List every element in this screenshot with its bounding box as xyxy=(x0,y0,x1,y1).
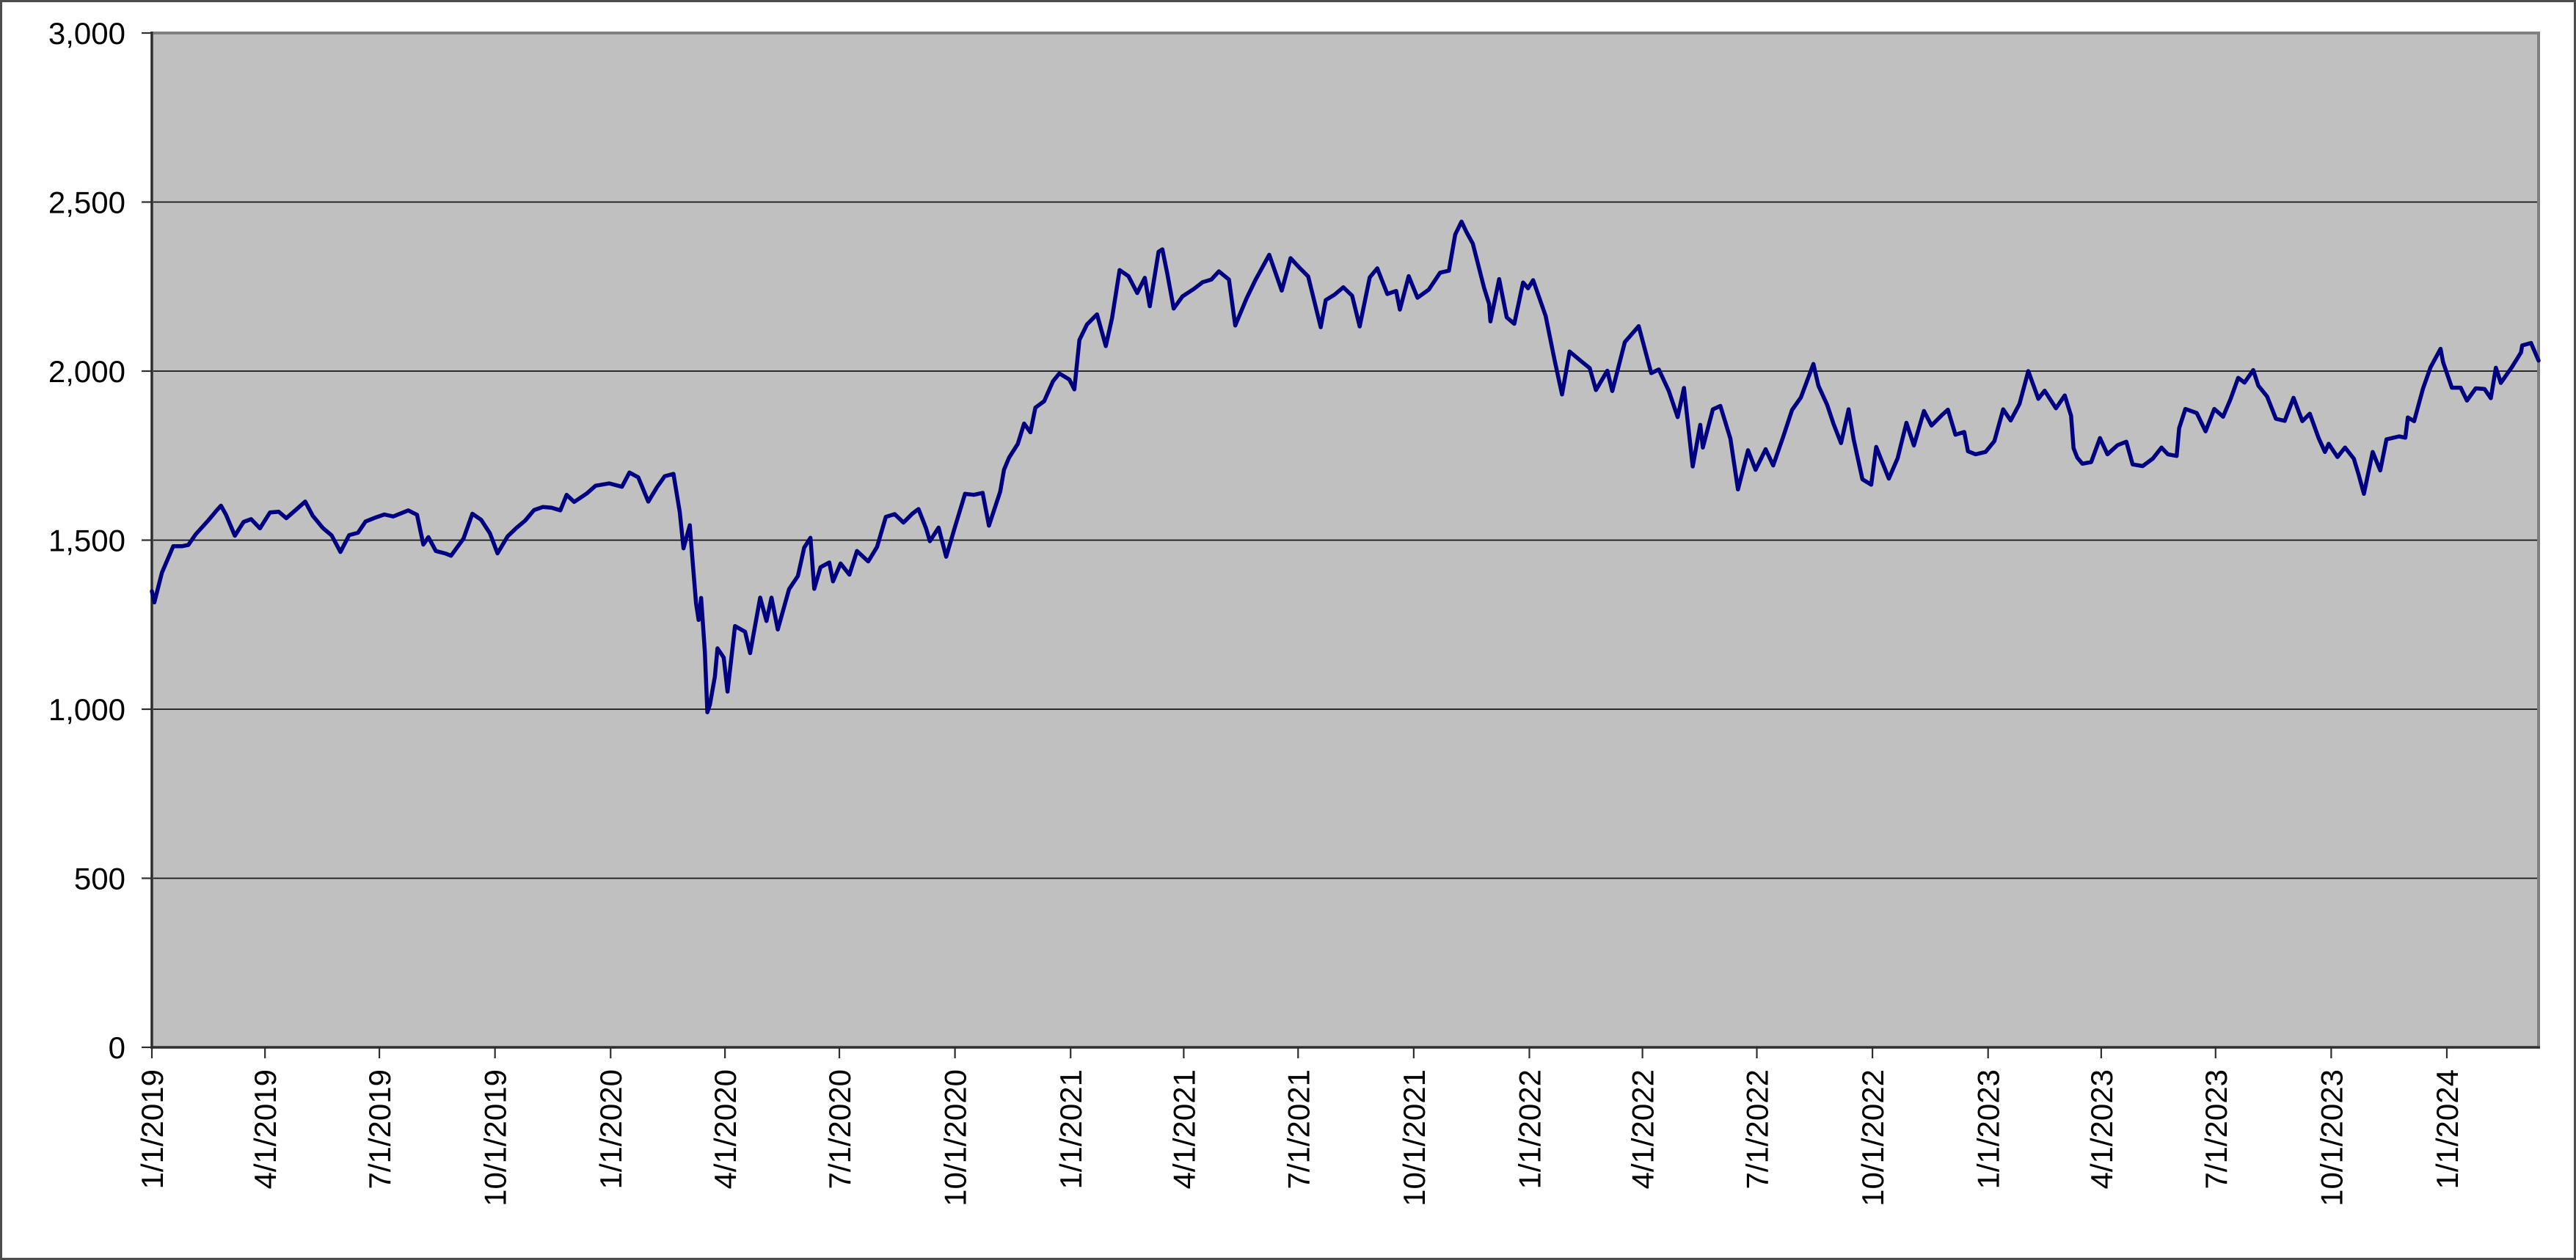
x-axis-label: 1/1/2022 xyxy=(1512,1069,1547,1190)
x-axis-label: 4/1/2022 xyxy=(1626,1069,1660,1190)
x-axis-label: 1/1/2019 xyxy=(135,1069,169,1190)
x-axis-label: 7/1/2020 xyxy=(822,1069,857,1190)
x-axis-label: 7/1/2021 xyxy=(1281,1069,1316,1190)
x-axis-label: 7/1/2019 xyxy=(362,1069,397,1190)
x-axis-label: 10/1/2020 xyxy=(938,1069,973,1206)
y-axis-label: 1,000 xyxy=(48,692,125,727)
x-axis-label: 10/1/2023 xyxy=(2314,1069,2349,1206)
y-axis-label: 500 xyxy=(74,862,125,896)
x-axis-label: 1/1/2020 xyxy=(594,1069,628,1190)
x-axis-label: 4/1/2019 xyxy=(248,1069,282,1190)
y-axis-label: 2,500 xyxy=(48,186,125,220)
x-axis-label: 4/1/2020 xyxy=(708,1069,742,1190)
x-axis-label: 4/1/2021 xyxy=(1167,1069,1201,1190)
x-axis-label: 7/1/2022 xyxy=(1740,1069,1775,1190)
x-axis-label: 10/1/2022 xyxy=(1856,1069,1890,1206)
x-axis-label: 1/1/2023 xyxy=(1971,1069,2006,1190)
y-axis-label: 2,000 xyxy=(48,354,125,389)
x-axis-label: 4/1/2023 xyxy=(2084,1069,2119,1190)
x-axis-label: 1/1/2024 xyxy=(2430,1069,2464,1190)
x-axis-label: 10/1/2019 xyxy=(478,1069,513,1206)
x-axis-label: 1/1/2021 xyxy=(1054,1069,1088,1190)
x-axis-label: 10/1/2021 xyxy=(1397,1069,1431,1206)
y-axis-label: 0 xyxy=(109,1030,125,1065)
price-line xyxy=(150,219,2541,714)
x-axis-label: 7/1/2023 xyxy=(2199,1069,2233,1190)
y-axis-label: 3,000 xyxy=(48,16,125,51)
y-axis-label: 1,500 xyxy=(48,524,125,558)
